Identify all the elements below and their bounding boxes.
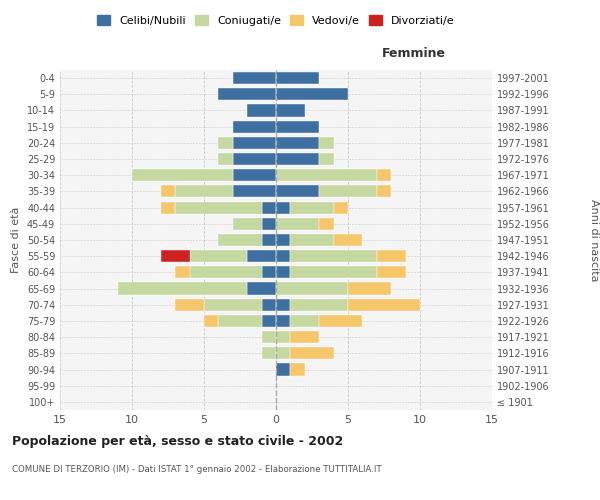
Bar [190, 250, 247, 262]
Bar [262, 234, 276, 246]
Bar [276, 218, 319, 230]
Bar [233, 120, 276, 132]
Bar [262, 218, 276, 230]
Bar [161, 250, 190, 262]
Bar [276, 298, 290, 311]
Bar [276, 153, 319, 165]
Bar [175, 266, 190, 278]
Bar [233, 169, 276, 181]
Bar [276, 315, 290, 327]
Bar [233, 72, 276, 84]
Bar [276, 186, 319, 198]
Bar [276, 282, 348, 294]
Bar [334, 234, 362, 246]
Bar [276, 104, 305, 117]
Bar [161, 186, 175, 198]
Bar [132, 169, 233, 181]
Bar [262, 331, 276, 343]
Bar [276, 234, 290, 246]
Bar [276, 266, 290, 278]
Bar [290, 348, 334, 360]
Bar [233, 218, 262, 230]
Bar [290, 364, 305, 376]
Bar [247, 282, 276, 294]
Bar [377, 186, 391, 198]
Bar [262, 266, 276, 278]
Bar [276, 137, 319, 149]
Bar [190, 266, 262, 278]
Bar [247, 104, 276, 117]
Bar [290, 331, 319, 343]
Text: COMUNE DI TERZORIO (IM) - Dati ISTAT 1° gennaio 2002 - Elaborazione TUTTITALIA.I: COMUNE DI TERZORIO (IM) - Dati ISTAT 1° … [12, 465, 382, 474]
Y-axis label: Fasce di età: Fasce di età [11, 207, 21, 273]
Bar [348, 298, 420, 311]
Bar [276, 364, 290, 376]
Bar [276, 331, 290, 343]
Text: Popolazione per età, sesso e stato civile - 2002: Popolazione per età, sesso e stato civil… [12, 435, 343, 448]
Bar [175, 202, 262, 213]
Bar [276, 120, 319, 132]
Bar [290, 298, 348, 311]
Bar [262, 202, 276, 213]
Bar [218, 137, 233, 149]
Bar [233, 137, 276, 149]
Bar [319, 315, 362, 327]
Bar [262, 298, 276, 311]
Bar [319, 153, 334, 165]
Bar [175, 186, 233, 198]
Legend: Celibi/Nubili, Coniugati/e, Vedovi/e, Divorziati/e: Celibi/Nubili, Coniugati/e, Vedovi/e, Di… [93, 10, 459, 30]
Bar [276, 348, 290, 360]
Bar [218, 234, 262, 246]
Bar [233, 186, 276, 198]
Bar [247, 250, 276, 262]
Bar [276, 250, 290, 262]
Text: Femmine: Femmine [382, 47, 446, 60]
Bar [175, 298, 204, 311]
Bar [204, 315, 218, 327]
Bar [290, 234, 334, 246]
Bar [161, 202, 175, 213]
Bar [377, 169, 391, 181]
Text: Anni di nascita: Anni di nascita [589, 198, 599, 281]
Bar [290, 266, 377, 278]
Bar [262, 315, 276, 327]
Bar [319, 218, 334, 230]
Bar [218, 153, 233, 165]
Bar [290, 315, 319, 327]
Bar [276, 72, 319, 84]
Bar [118, 282, 247, 294]
Bar [377, 266, 406, 278]
Bar [319, 186, 377, 198]
Bar [290, 202, 334, 213]
Bar [348, 282, 391, 294]
Bar [276, 169, 377, 181]
Bar [276, 88, 348, 101]
Bar [262, 348, 276, 360]
Bar [276, 202, 290, 213]
Bar [218, 88, 276, 101]
Bar [334, 202, 348, 213]
Bar [377, 250, 406, 262]
Bar [233, 153, 276, 165]
Bar [218, 315, 262, 327]
Bar [319, 137, 334, 149]
Bar [204, 298, 262, 311]
Bar [290, 250, 377, 262]
